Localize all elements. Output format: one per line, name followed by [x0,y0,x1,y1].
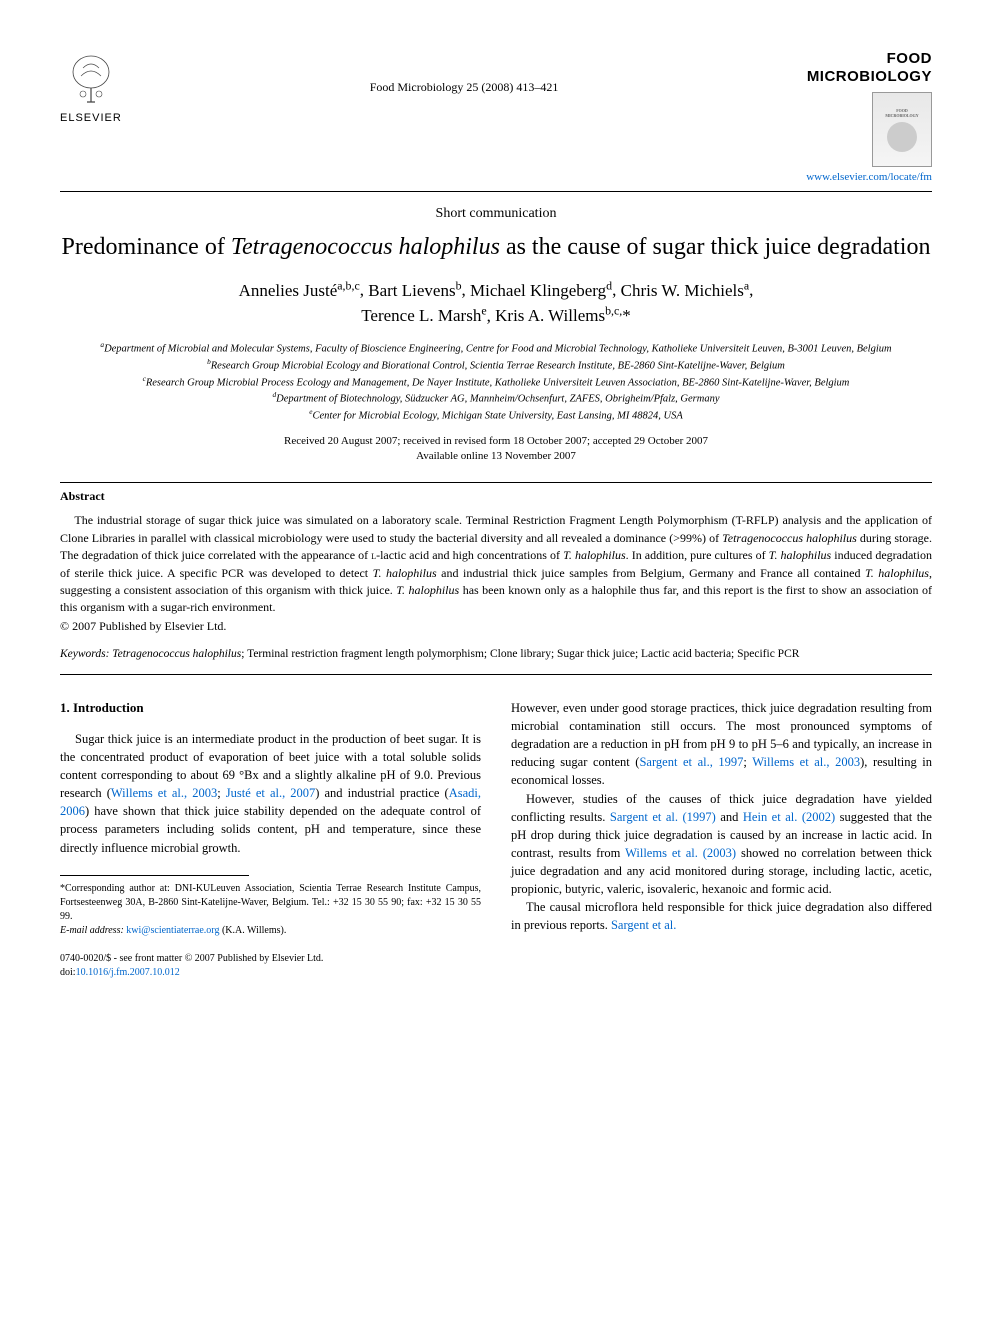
section-1-heading: 1. Introduction [60,699,481,718]
ref-sargent-1997[interactable]: Sargent et al., 1997 [639,755,743,769]
doi-line: doi:10.1016/j.fm.2007.10.012 [60,966,481,980]
article-title: Predominance of Tetragenococcus halophil… [60,232,932,263]
dates-received: Received 20 August 2007; received in rev… [60,434,932,449]
corresponding-author-footnote: *Corresponding author at: DNI-KULeuven A… [60,882,481,924]
author-1: Annelies Justéa,b,c [239,281,360,300]
affiliation-a: aDepartment of Microbial and Molecular S… [60,340,932,357]
ref-sargent-1997-b[interactable]: Sargent et al. (1997) [610,810,716,824]
header-divider [60,191,932,192]
ref-sargent-etal[interactable]: Sargent et al. [611,918,676,932]
abstract-top-rule [60,482,932,483]
article-type: Short communication [60,206,932,222]
affiliations: aDepartment of Microbial and Molecular S… [60,340,932,424]
front-matter-info: 0740-0020/$ - see front matter © 2007 Pu… [60,952,481,980]
email-link[interactable]: kwi@scientiaterrae.org [126,925,219,936]
body-columns: 1. Introduction Sugar thick juice is an … [60,699,932,980]
intro-para-1: Sugar thick juice is an intermediate pro… [60,730,481,857]
author-4: Chris W. Michielsa [621,281,750,300]
keywords: Keywords: Tetragenococcus halophilus; Te… [60,646,932,662]
article-dates: Received 20 August 2007; received in rev… [60,434,932,465]
author-6: Kris A. Willemsb,c,* [495,306,631,325]
intro-para-1-cont: However, even under good storage practic… [511,699,932,790]
abstract-heading: Abstract [60,489,932,504]
abstract-bottom-rule [60,674,932,675]
keywords-label: Keywords: [60,648,109,660]
journal-url-link[interactable]: www.elsevier.com/locate/fm [806,171,932,183]
journal-cover-thumbnail: FOOD MICROBIOLOGY [872,92,932,167]
ref-willems-2003-c[interactable]: Willems et al. (2003) [625,846,736,860]
publisher-logo: ELSEVIER [60,50,122,124]
email-footnote: E-mail address: kwi@scientiaterrae.org (… [60,924,481,938]
ref-willems-2003-b[interactable]: Willems et al., 2003 [752,755,860,769]
author-3: Michael Klingebergd [470,281,612,300]
title-pre: Predominance of [62,234,231,260]
ref-willems-2003[interactable]: Willems et al., 2003 [111,786,217,800]
journal-name-line2: MICROBIOLOGY [806,68,932,86]
column-right: However, even under good storage practic… [511,699,932,980]
affiliation-b: bResearch Group Microbial Ecology and Bi… [60,357,932,374]
abstract-body: The industrial storage of sugar thick ju… [60,512,932,616]
ref-juste-2007[interactable]: Justé et al., 2007 [226,786,316,800]
author-2: Bart Lievensb [368,281,461,300]
footnote-separator [60,875,249,876]
dates-online: Available online 13 November 2007 [60,449,932,464]
elsevier-tree-icon [61,50,121,110]
journal-name-line1: FOOD [806,50,932,68]
publisher-name: ELSEVIER [60,112,122,124]
affiliation-c: cResearch Group Microbial Process Ecolog… [60,374,932,391]
affiliation-d: dDepartment of Biotechnology, Südzucker … [60,390,932,407]
email-suffix: (K.A. Willems). [219,925,286,936]
issn-line: 0740-0020/$ - see front matter © 2007 Pu… [60,952,481,966]
intro-para-2: However, studies of the causes of thick … [511,790,932,899]
title-post: as the cause of sugar thick juice degrad… [500,234,931,260]
email-label: E-mail address: [60,925,126,936]
abstract-copyright: © 2007 Published by Elsevier Ltd. [60,619,932,634]
journal-header: ELSEVIER Food Microbiology 25 (2008) 413… [60,50,932,183]
journal-citation: Food Microbiology 25 (2008) 413–421 [370,80,559,95]
intro-para-3: The causal microflora held responsible f… [511,898,932,934]
doi-link[interactable]: 10.1016/j.fm.2007.10.012 [76,967,180,978]
column-left: 1. Introduction Sugar thick juice is an … [60,699,481,980]
author-list: Annelies Justéa,b,c, Bart Lievensb, Mich… [60,277,932,328]
affiliation-e: eCenter for Microbial Ecology, Michigan … [60,407,932,424]
author-5: Terence L. Marshe [361,306,486,325]
ref-hein-2002[interactable]: Hein et al. (2002) [743,810,835,824]
journal-branding: FOOD MICROBIOLOGY FOOD MICROBIOLOGY www.… [806,50,932,183]
title-species: Tetragenococcus halophilus [231,234,500,260]
